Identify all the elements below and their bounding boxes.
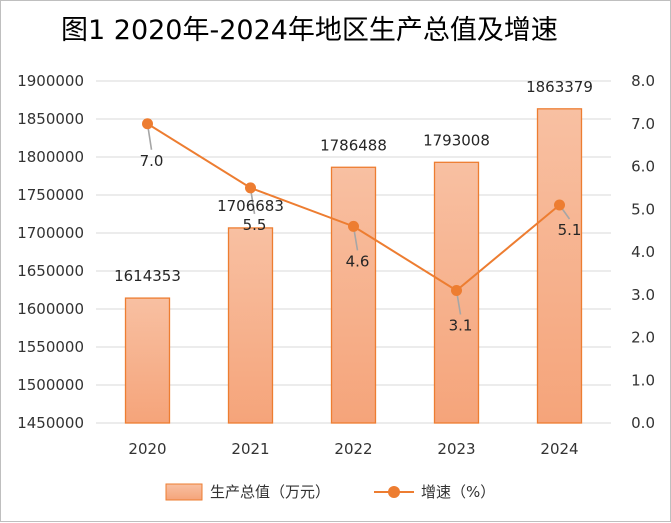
y-left-tick-label: 1850000 (17, 110, 84, 128)
bar (227, 227, 274, 424)
y-left-tick-label: 1550000 (17, 338, 84, 356)
y-right-tick-label: 8.0 (631, 72, 655, 90)
legend-line-label: 增速（%） (421, 483, 495, 501)
bar-value-label: 1786488 (320, 136, 387, 154)
x-tick-label: 2024 (540, 440, 578, 458)
line-value-label: 4.6 (346, 252, 370, 270)
data-labels: 1614353 1706683 1786488 1793008 1863379 7.0 5.… (114, 78, 593, 335)
y-right-tick-label: 4.0 (631, 243, 655, 261)
line-marker (142, 118, 153, 130)
bar (330, 166, 377, 424)
y-left-tick-label: 1450000 (17, 414, 84, 432)
line-value-label: 7.0 (140, 152, 164, 170)
line-value-label: 5.5 (243, 216, 267, 234)
legend-line-marker (388, 486, 400, 498)
bar-value-label: 1793008 (423, 131, 490, 149)
y-left-tick-label: 1600000 (17, 300, 84, 318)
y-left-tick-label: 1800000 (17, 148, 84, 166)
bar-value-label: 1706683 (217, 197, 284, 215)
bar-value-label: 1614353 (114, 267, 181, 285)
line-marker (348, 220, 359, 232)
line-marker (245, 182, 256, 194)
chart-title: 图1 2020年-2024年地区生产总值及增速 (61, 15, 558, 46)
line-value-label: 3.1 (449, 316, 473, 334)
bar-value-label: 1863379 (526, 78, 593, 96)
legend-bar-swatch (165, 483, 203, 501)
line-series (142, 118, 571, 315)
legend-bar-label: 生产总值（万元） (210, 483, 330, 501)
x-tick-label: 2020 (128, 440, 166, 458)
y-right-tick-label: 7.0 (631, 115, 655, 133)
axis-ticks: 1450000 1500000 1550000 1600000 1650000 17000… (17, 72, 655, 458)
legend: 生产总值（万元） 增速（%） (165, 483, 495, 501)
x-tick-label: 2022 (334, 440, 372, 458)
line-value-label: 5.1 (558, 221, 582, 239)
line-marker (451, 284, 462, 296)
y-right-tick-label: 2.0 (631, 329, 655, 347)
y-left-tick-label: 1750000 (17, 186, 84, 204)
y-left-tick-label: 1500000 (17, 376, 84, 394)
y-right-tick-label: 1.0 (631, 371, 655, 389)
y-left-tick-label: 1700000 (17, 224, 84, 242)
x-tick-label: 2023 (437, 440, 475, 458)
y-left-tick-label: 1650000 (17, 262, 84, 280)
y-left-tick-label: 1900000 (17, 72, 84, 90)
y-right-tick-label: 0.0 (631, 414, 655, 432)
y-right-tick-label: 3.0 (631, 286, 655, 304)
x-tick-label: 2021 (231, 440, 269, 458)
bar (124, 297, 171, 424)
bar (536, 108, 583, 424)
y-right-tick-label: 5.0 (631, 200, 655, 218)
line-marker (554, 199, 565, 211)
y-right-tick-label: 6.0 (631, 158, 655, 176)
